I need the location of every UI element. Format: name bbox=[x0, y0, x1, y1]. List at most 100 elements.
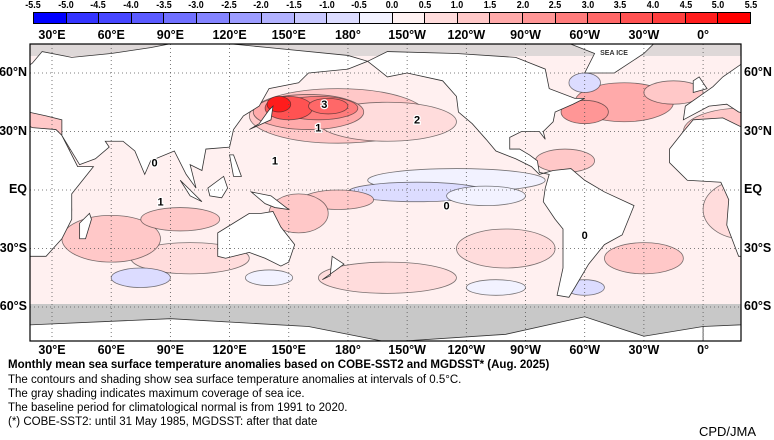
contour-label: 1 bbox=[157, 197, 163, 209]
latitude-label: 30°S bbox=[0, 240, 27, 255]
longitude-label: 150°E bbox=[271, 343, 306, 357]
caption-line: The contours and shading show sea surfac… bbox=[8, 374, 462, 386]
caption-line: (*) COBE-SST2: until 31 May 1985, MGDSST… bbox=[8, 416, 318, 428]
colorbar-swatch bbox=[196, 13, 230, 23]
longitude-label: 60°W bbox=[569, 343, 601, 357]
longitude-label: 120°E bbox=[212, 28, 247, 42]
contour-label: 0 bbox=[582, 230, 588, 242]
contour-label: 0 bbox=[444, 201, 450, 213]
colorbar-swatch bbox=[718, 13, 751, 23]
latitude-label: 60°S bbox=[744, 299, 772, 313]
longitude-label: 90°E bbox=[156, 343, 184, 357]
colorbar-tick-label: -4.0 bbox=[123, 0, 139, 11]
longitude-label: 0° bbox=[697, 28, 710, 42]
colorbar-tick-label: 1.0 bbox=[451, 0, 464, 11]
land-australia bbox=[217, 211, 296, 267]
colorbar-swatch bbox=[685, 13, 719, 23]
longitude-label: 180° bbox=[335, 343, 361, 357]
latitude-label: EQ bbox=[8, 182, 27, 196]
colorbar-swatch bbox=[588, 13, 621, 23]
colorbar-tick-label: -4.5 bbox=[90, 0, 106, 11]
land-africa bbox=[30, 126, 95, 257]
anomaly-patch bbox=[446, 185, 526, 207]
colorbar-swatch bbox=[653, 13, 686, 23]
anomaly-patch bbox=[456, 228, 556, 269]
colorbar-tick-label: 3.5 bbox=[614, 0, 627, 11]
anomaly-patch bbox=[308, 97, 349, 115]
latitude-label: EQ bbox=[744, 182, 763, 196]
longitude-label: 180° bbox=[335, 28, 361, 42]
colorbar-labels: -5.5 -5.0 -4.5 -4.0 -3.5 -3.0 -2.5 -2.0 -1.5 -1.0… bbox=[0, 0, 774, 12]
anomaly-patch bbox=[140, 207, 221, 232]
land-antarctica bbox=[30, 316, 741, 341]
credit: CPD/JMA bbox=[698, 424, 756, 439]
contour-label: 1 bbox=[272, 156, 278, 168]
colorbar-tick-label: -0.5 bbox=[351, 0, 368, 11]
colorbar-swatch bbox=[620, 13, 654, 23]
longitude-label: 150°W bbox=[388, 28, 426, 42]
land-antarctica bbox=[702, 324, 741, 341]
colorbar-swatch bbox=[425, 13, 458, 23]
colorbar-tick-label: 3.0 bbox=[581, 0, 595, 11]
longitude-label: 30°E bbox=[38, 28, 66, 42]
anomaly-patch bbox=[465, 279, 526, 296]
land-philippines bbox=[229, 154, 242, 177]
colorbar-tick-label: 4.0 bbox=[646, 0, 660, 11]
caption-line: The baseline period for climatological n… bbox=[8, 402, 348, 414]
colorbar-tick-label: -2.0 bbox=[253, 0, 270, 11]
land-madagascar bbox=[79, 212, 92, 240]
longitude-label: 60°W bbox=[569, 28, 601, 42]
longitude-label: 0° bbox=[697, 343, 710, 357]
latitude-label: 60°N bbox=[744, 65, 772, 79]
colorbar-tick-label: 0.0 bbox=[385, 0, 399, 11]
colorbar-tick-label: -3.5 bbox=[155, 0, 172, 11]
longitude-label: 90°E bbox=[156, 28, 184, 42]
colorbar-swatch bbox=[99, 13, 132, 23]
latitude-label: 30°N bbox=[0, 123, 27, 138]
map-frame bbox=[29, 43, 742, 342]
colorbar-swatch bbox=[66, 13, 100, 23]
colorbar-tick-label: -3.0 bbox=[188, 0, 204, 11]
colorbar-swatch bbox=[34, 13, 67, 23]
contour-label: 0 bbox=[152, 158, 158, 170]
colorbar-tick-label: 5.0 bbox=[712, 0, 725, 11]
land-africa bbox=[669, 117, 741, 257]
longitude-label: 150°E bbox=[271, 28, 306, 42]
land-uk bbox=[692, 76, 708, 94]
land-greenland bbox=[569, 44, 655, 74]
colorbar-swatch bbox=[229, 13, 263, 23]
colorbar-tick-label: -5.0 bbox=[57, 0, 74, 11]
colorbar-swatch bbox=[522, 13, 556, 23]
longitude-label: 120°W bbox=[447, 343, 486, 357]
colorbar-tick-label: 2.5 bbox=[548, 0, 562, 11]
land-sumatra bbox=[179, 179, 203, 203]
latitude-label: 60°S bbox=[0, 299, 27, 313]
colorbar-swatch bbox=[392, 13, 426, 23]
colorbar-tick-label: -2.5 bbox=[221, 0, 237, 11]
colorbar-swatch bbox=[457, 13, 491, 23]
colorbar-tick-label: -5.5 bbox=[25, 0, 41, 11]
longitude-label: 60°E bbox=[97, 28, 125, 42]
colorbar-tick-label: 4.5 bbox=[679, 0, 692, 11]
colorbar-tick-label: 0.5 bbox=[418, 0, 431, 11]
longitude-label: 120°W bbox=[447, 28, 486, 42]
contour-label: 3 bbox=[321, 99, 327, 111]
sea-ice-label: SEA ICE bbox=[600, 50, 628, 57]
longitude-label: 30°W bbox=[628, 28, 660, 42]
land-borneo bbox=[207, 175, 229, 199]
colorbar-swatch bbox=[131, 13, 165, 23]
latitude-label: 30°S bbox=[744, 240, 772, 255]
colorbar-swatch bbox=[359, 13, 393, 23]
anomaly-patch bbox=[317, 261, 457, 294]
latitude-label: 30°N bbox=[744, 123, 772, 138]
longitude-label: 60°E bbox=[97, 343, 125, 357]
anomaly-patch bbox=[568, 72, 601, 93]
caption-line: The gray shading indicates maximum cover… bbox=[8, 388, 305, 400]
longitude-label: 90°W bbox=[510, 28, 541, 42]
land-newzealand bbox=[322, 255, 345, 281]
longitude-label: 30°W bbox=[628, 343, 660, 357]
colorbar-tick-label: 2.0 bbox=[516, 0, 529, 11]
land-newguinea bbox=[249, 191, 291, 211]
colorbar-tick-label: 5.5 bbox=[744, 0, 758, 11]
